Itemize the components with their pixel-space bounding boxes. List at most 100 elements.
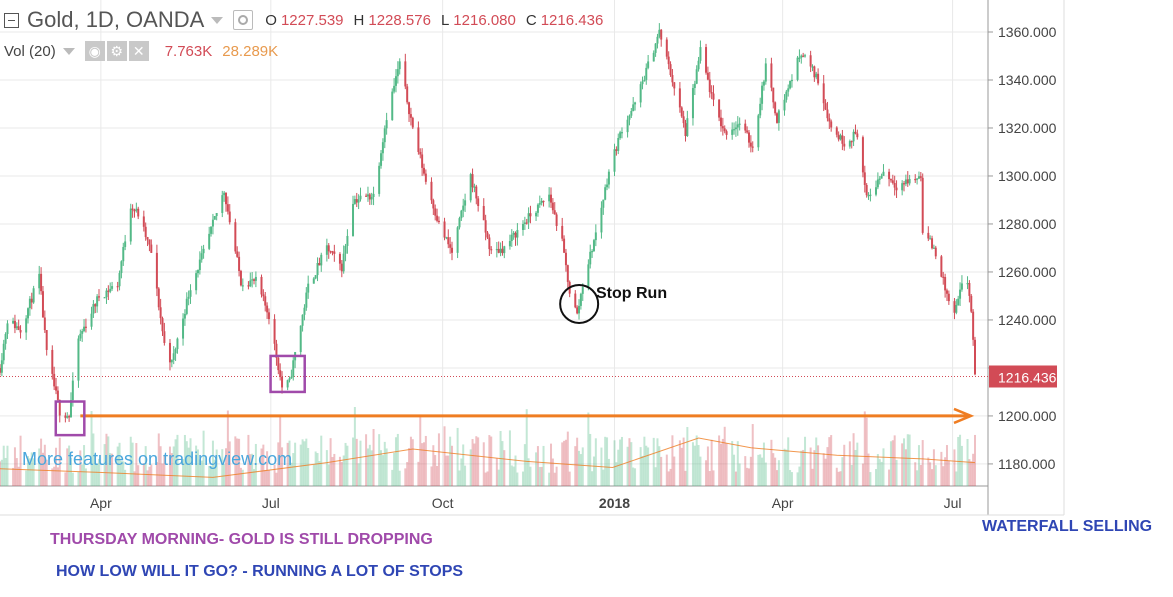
candle-body — [385, 120, 388, 129]
candle-body — [120, 261, 123, 274]
waterfall-note: WATERFALL SELLING — [982, 518, 1153, 535]
candle-body — [316, 263, 319, 276]
close-icon[interactable]: ✕ — [128, 41, 149, 61]
candle-body — [275, 343, 278, 358]
volume-bar — [482, 442, 485, 486]
volume-bar — [680, 447, 683, 486]
volume-bar — [551, 458, 554, 486]
candle-body — [876, 179, 879, 188]
candle-body — [368, 194, 371, 200]
candle-body — [882, 171, 885, 176]
volume-bar — [940, 451, 943, 486]
candle-body — [183, 313, 186, 319]
volume-bar — [802, 449, 805, 486]
candle-body — [738, 123, 741, 125]
volume-bar — [906, 434, 909, 486]
volume-bar — [888, 469, 891, 486]
candle-body — [338, 253, 341, 264]
candle-body — [721, 126, 724, 129]
volume-bar — [320, 435, 323, 486]
candle-body — [762, 81, 765, 86]
candle-body — [320, 254, 323, 266]
volume-bar — [234, 436, 237, 486]
volume-bar — [449, 436, 452, 486]
candle-body — [942, 276, 945, 278]
chevron-down-icon[interactable] — [62, 47, 75, 55]
candle-body — [303, 307, 306, 315]
volume-bar — [215, 449, 218, 486]
candle-body — [58, 399, 61, 416]
volume-bar — [208, 465, 211, 486]
volume-value: 7.763K — [164, 42, 213, 60]
volume-bar — [200, 460, 203, 486]
candle-body — [32, 288, 35, 303]
candle-body — [658, 29, 661, 37]
eye-icon[interactable] — [233, 10, 254, 30]
volume-bar — [398, 470, 401, 486]
volume-bar — [826, 447, 829, 486]
volume-bar — [667, 471, 670, 486]
candle-body — [934, 247, 937, 257]
candle-body — [314, 275, 317, 279]
volume-bar — [346, 445, 349, 486]
volume-bar — [974, 434, 976, 486]
volume-bar — [927, 457, 930, 486]
gear-icon[interactable]: ⚙ — [106, 41, 127, 61]
candle-body — [669, 64, 672, 76]
volume-bar — [968, 459, 971, 486]
candle-body — [641, 81, 644, 85]
volume-bar — [41, 452, 44, 486]
volume-bar — [0, 459, 3, 486]
chevron-down-icon[interactable] — [211, 16, 224, 24]
candle-body — [456, 227, 459, 253]
candle-body — [776, 113, 779, 123]
ohlc-open-value: 1227.539 — [280, 11, 344, 29]
candle-body — [64, 415, 67, 418]
volume-bar — [759, 454, 762, 486]
volume-bar — [307, 447, 310, 486]
volume-bar — [77, 471, 80, 486]
candle-body — [535, 212, 538, 217]
candle-body — [344, 245, 347, 254]
candle-body — [436, 215, 439, 221]
volume-bar — [150, 464, 153, 486]
candle-body — [671, 75, 674, 83]
candle-body — [966, 283, 969, 285]
candle-body — [53, 373, 56, 387]
candle-body — [157, 288, 160, 308]
volume-bar — [394, 437, 397, 486]
volume-bar — [196, 449, 199, 486]
candle-body — [811, 66, 814, 68]
candle-body — [660, 29, 663, 40]
volume-bar — [421, 443, 424, 486]
candle-body — [940, 256, 943, 277]
candle-body — [591, 251, 594, 253]
volume-bar — [863, 411, 866, 486]
collapse-icon[interactable] — [4, 12, 19, 28]
symbol-title[interactable]: Gold, 1D, OANDA — [27, 7, 205, 32]
candle-body — [84, 326, 87, 328]
candle-body — [342, 253, 345, 272]
candle-body — [620, 132, 623, 134]
volume-bar — [404, 468, 407, 486]
candle-body — [682, 116, 685, 124]
volume-bar — [875, 469, 878, 486]
volume-bar — [944, 457, 947, 486]
candle-body — [488, 237, 491, 250]
volume-bar — [475, 436, 478, 486]
volume-bar — [365, 434, 368, 486]
candle-body — [957, 298, 960, 305]
volume-bar — [789, 470, 792, 486]
candle-body — [79, 333, 82, 339]
x-tick-label: Jul — [262, 495, 280, 511]
volume-bar — [705, 460, 708, 486]
eye-icon[interactable]: ◉ — [84, 41, 105, 61]
volume-bar — [223, 463, 226, 486]
volume-bar — [613, 440, 616, 486]
volume-label[interactable]: Vol (20) — [4, 42, 56, 60]
x-tick-label: Apr — [90, 495, 112, 511]
candle-body — [352, 203, 355, 236]
candle-body — [921, 177, 924, 233]
volume-bar — [462, 444, 465, 486]
